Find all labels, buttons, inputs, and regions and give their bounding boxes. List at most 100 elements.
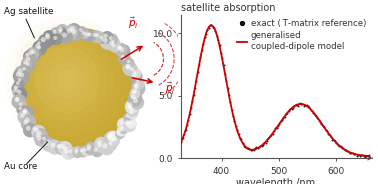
Circle shape [68,26,83,41]
Point [361,154,367,157]
Circle shape [22,114,36,130]
Point [350,152,356,155]
Circle shape [88,32,91,36]
Circle shape [23,59,35,72]
Circle shape [25,118,29,123]
Circle shape [132,73,136,77]
Circle shape [123,113,132,122]
Circle shape [100,36,103,39]
Point [329,139,335,141]
Point [328,135,334,138]
Circle shape [95,33,99,38]
Circle shape [35,47,99,114]
Circle shape [87,147,91,151]
Circle shape [81,30,94,43]
Point [229,109,235,112]
Point [367,155,373,158]
Point [286,110,292,113]
Circle shape [35,43,40,49]
Circle shape [56,27,67,38]
Circle shape [130,95,144,110]
Circle shape [23,54,37,68]
Circle shape [125,114,128,118]
Point [313,114,319,117]
Circle shape [41,37,46,42]
Circle shape [129,107,133,111]
Circle shape [36,39,45,49]
Circle shape [115,129,125,139]
Point [336,144,342,147]
Point [199,49,205,52]
Circle shape [20,107,33,120]
Circle shape [16,81,20,85]
Point [201,36,208,39]
Point [187,112,193,115]
Point [219,57,225,60]
Point [181,133,187,136]
Circle shape [133,70,137,74]
Circle shape [38,34,53,49]
Point [333,141,339,144]
Point [268,134,274,137]
Point [207,24,213,26]
Circle shape [131,81,146,96]
Point [314,117,321,120]
Point [304,103,310,106]
Point [343,148,349,151]
Circle shape [97,140,102,145]
Circle shape [20,105,34,121]
Circle shape [12,86,24,98]
Point [276,123,282,125]
Circle shape [127,60,130,63]
Point [248,148,254,151]
Circle shape [14,85,17,89]
Circle shape [99,140,114,155]
Circle shape [121,55,125,59]
Point [227,101,233,104]
Point [237,137,243,139]
Point [222,72,228,75]
Circle shape [69,149,73,153]
Point [347,152,353,155]
Point [235,133,242,136]
Circle shape [77,26,87,36]
Point [249,148,255,151]
Circle shape [17,90,22,94]
Circle shape [110,133,113,137]
Point [283,112,289,115]
Circle shape [106,139,118,151]
Point [230,114,236,117]
Circle shape [121,56,125,60]
Point [271,130,277,133]
Circle shape [85,30,97,42]
Point [319,122,325,125]
Circle shape [91,145,103,157]
Point [225,87,231,90]
Circle shape [119,120,124,125]
Point [299,103,305,106]
Circle shape [119,47,124,52]
Point [189,99,195,102]
Point [226,94,232,97]
Circle shape [37,131,42,135]
Circle shape [67,28,72,33]
Circle shape [87,144,91,149]
Circle shape [56,24,69,38]
Circle shape [93,33,97,37]
Circle shape [104,33,108,38]
Circle shape [22,67,26,71]
Circle shape [12,24,122,137]
Circle shape [130,67,134,71]
Circle shape [62,146,75,160]
Circle shape [42,140,54,152]
Circle shape [61,144,66,149]
Circle shape [59,30,73,44]
Circle shape [71,29,76,34]
Point [245,147,251,150]
Circle shape [108,141,112,146]
Circle shape [40,135,51,146]
Circle shape [93,31,105,43]
Point [302,103,308,106]
Circle shape [129,111,133,114]
Circle shape [64,149,69,154]
